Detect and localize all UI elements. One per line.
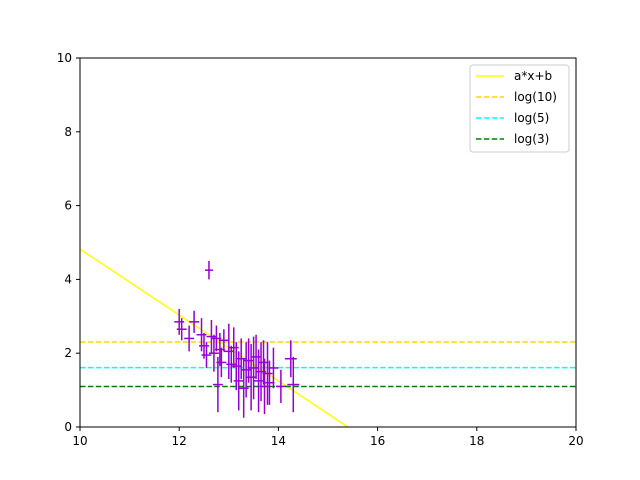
x-axis: 10 12 14 16 18 20 [72,427,584,448]
y-axis: 0 2 4 6 8 10 [57,51,80,434]
x-tick-label: 12 [172,434,187,448]
x-tick-label: 18 [469,434,484,448]
y-tick-label: 8 [64,125,72,139]
errorbar-point [204,260,213,280]
errorbar-point [246,343,257,411]
errorbar-point [223,323,234,380]
errorbar-point [208,334,219,372]
y-tick-label: 10 [57,51,72,65]
lines-layer [80,248,576,427]
x-tick-label: 10 [72,434,87,448]
y-tick-label: 0 [64,420,72,434]
axes-frame [79,57,577,428]
legend: a*x+b log(10) log(5) log(3) [469,64,570,153]
x-tick-label: 16 [370,434,385,448]
errorbar-point [212,356,223,413]
errorbar-point [233,351,244,411]
errorbar-point [287,356,300,413]
legend-label-3: log(3) [514,132,549,146]
errorbar-point [284,340,297,378]
errorbar-point [184,325,195,352]
errorbar-point [253,349,264,413]
errorbar-point [228,327,239,368]
errorbar-point [238,358,249,418]
errorbar-point [243,338,254,383]
x-tick-label: 20 [568,434,583,448]
errorbar-point [236,338,247,380]
y-tick-label: 2 [64,346,72,360]
errorbar-point [268,347,279,389]
errorbar-point [248,336,259,400]
y-tick-label: 6 [64,199,72,213]
errorbar-layer [174,260,300,418]
errorbar-point [176,318,187,341]
errorbar-point [216,347,227,378]
errorbar-point [218,329,229,352]
legend-label-1: log(10) [514,90,557,104]
legend-box [469,64,570,153]
errorbar-point [174,308,185,335]
errorbar-point [189,310,200,333]
errorbar-point [231,342,242,391]
errorbar-point [201,342,212,368]
y-tick-label: 4 [64,272,72,286]
legend-label-0: a*x+b [514,69,552,83]
errorbar-point [241,342,252,398]
errorbar-point [206,319,217,354]
legend-label-2: log(5) [514,111,549,125]
errorbar-point [275,369,286,404]
errorbar-point [226,345,237,383]
errorbar-point [262,342,273,405]
x-tick-label: 14 [271,434,286,448]
